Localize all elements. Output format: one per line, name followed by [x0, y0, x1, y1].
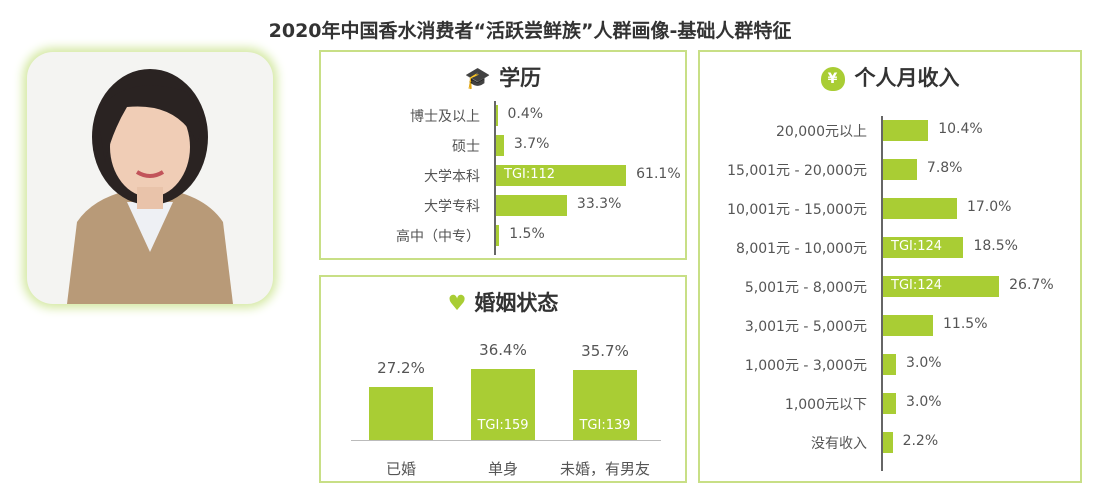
bar	[883, 393, 897, 414]
tgi-label: TGI:159	[477, 418, 529, 433]
value-label: 26.7%	[1009, 277, 1054, 293]
bar	[883, 354, 897, 375]
value-label: 1.5%	[509, 226, 545, 242]
category-label: 1,000元以下	[784, 397, 867, 413]
category-label: 已婚	[385, 460, 416, 478]
bar	[496, 195, 567, 216]
value-label: 0.4%	[507, 106, 544, 122]
bar	[496, 135, 504, 156]
portrait-photo	[27, 52, 273, 304]
heart-icon: ♥	[447, 291, 467, 315]
value-label: 3.0%	[906, 394, 942, 410]
bar	[883, 315, 934, 336]
tgi-label: TGI:112	[504, 167, 556, 182]
bar	[573, 370, 637, 440]
value-label: 27.2%	[377, 358, 425, 377]
category-label: 20,000元以上	[776, 124, 867, 140]
value-label: 61.1%	[636, 166, 681, 182]
bar	[883, 276, 1000, 297]
bar	[883, 120, 929, 141]
tgi-label: TGI:124	[891, 278, 943, 293]
bar	[883, 198, 957, 219]
marital-panel: ♥ 婚姻状态 27.2% 已婚 36.4% TGI:159 单身 35.7% TGI:139 未…	[319, 275, 687, 483]
category-label: 单身	[487, 460, 518, 478]
value-label: 10.4%	[938, 121, 983, 137]
value-label: 2.2%	[902, 433, 939, 449]
value-label: 35.7%	[581, 342, 629, 361]
value-label: 3.0%	[906, 355, 942, 371]
category-label: 3,001元 - 5,000元	[744, 319, 867, 335]
axis-line	[351, 440, 661, 441]
bar	[883, 159, 917, 180]
income-title: ¥ 个人月收入	[700, 62, 1080, 92]
category-label: 1,000元 - 3,000元	[744, 358, 867, 374]
value-label: 3.7%	[513, 136, 550, 152]
category-label: 未婚，有男友	[559, 460, 650, 478]
value-label: 33.3%	[576, 196, 622, 212]
bar	[496, 225, 500, 246]
income-panel: ¥ 个人月收入 20,000元以上 10.4% 15,001元 - 20,000元 7.…	[698, 50, 1082, 483]
category-label: 博士及以上	[410, 109, 480, 125]
category-label: 大学本科	[424, 169, 480, 185]
category-label: 10,001元 - 15,000元	[727, 202, 867, 218]
bar	[883, 237, 964, 258]
value-label: 11.5%	[943, 316, 988, 332]
page-title: 2020年中国香水消费者“活跃尝鲜族”人群画像-基础人群特征	[268, 20, 792, 42]
value-label: 18.5%	[973, 238, 1018, 254]
category-label: 5,001元 - 8,000元	[744, 280, 867, 296]
tgi-label: TGI:124	[891, 239, 943, 254]
money-bag-icon: ¥	[820, 67, 845, 91]
bar	[496, 165, 627, 186]
value-label: 36.4%	[479, 341, 527, 360]
category-label: 高中（中专）	[396, 229, 480, 245]
axis-line	[494, 101, 496, 255]
value-label: 17.0%	[966, 199, 1012, 215]
category-label: 没有收入	[811, 436, 867, 452]
bar	[369, 386, 433, 440]
bar	[496, 105, 498, 126]
axis-line	[881, 116, 883, 471]
category-label: 8,001元 - 10,000元	[735, 241, 867, 257]
bar	[883, 432, 893, 453]
category-label: 大学专科	[424, 199, 480, 215]
bar	[471, 369, 535, 440]
graduation-cap-icon: 🎓	[464, 66, 492, 90]
marital-title: ♥ 婚姻状态	[447, 291, 559, 315]
category-label: 硕士	[452, 139, 480, 155]
tgi-label: TGI:139	[579, 418, 631, 433]
value-label: 7.8%	[926, 160, 963, 176]
category-label: 15,001元 - 20,000元	[727, 163, 867, 179]
education-panel: 🎓 学历 博士及以上 0.4% 硕士 3.7% 大学本科 TGI:112 61.1% 大学专科 3…	[319, 50, 687, 260]
education-title: 🎓 学历	[464, 66, 542, 90]
